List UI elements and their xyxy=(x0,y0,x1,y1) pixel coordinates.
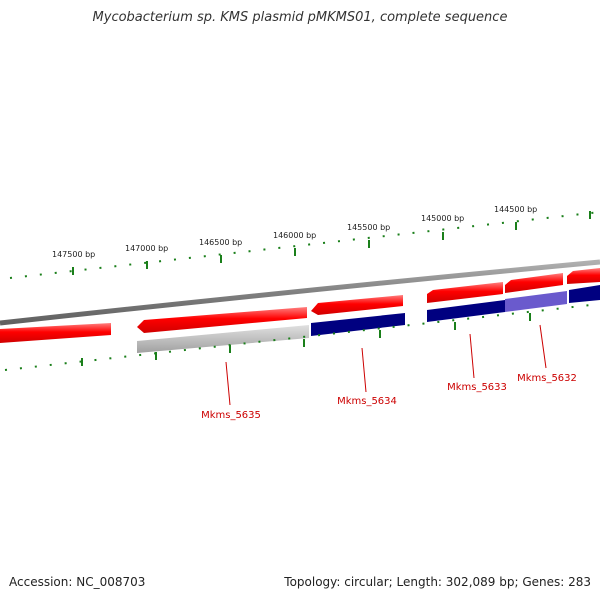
tick-label: 146000 bp xyxy=(273,231,316,240)
leader-line-mkms-5632 xyxy=(539,324,547,369)
sequence-summary: Topology: circular; Length: 302,089 bp; … xyxy=(284,575,591,589)
gene-label-mkms-5634[interactable]: Mkms_5634 xyxy=(337,396,397,407)
tick-label: 145500 bp xyxy=(347,223,390,232)
gene-features xyxy=(137,285,600,353)
cds-arrow xyxy=(137,307,307,333)
leader-line-mkms-5633 xyxy=(469,333,475,379)
gene-mkms-5634-box xyxy=(311,313,405,336)
gene-mkms-5633-box xyxy=(427,300,505,322)
forward-strand-features xyxy=(0,268,600,343)
map-title: Mycobacterium sp. KMS plasmid pMKMS01, c… xyxy=(92,10,508,25)
gene-label-mkms-5632[interactable]: Mkms_5632 xyxy=(517,373,577,384)
cds-arrow xyxy=(505,273,563,293)
tick-label: 146500 bp xyxy=(199,238,242,247)
gene-mkms-5632-box xyxy=(505,291,567,312)
plasmid-backbone xyxy=(0,259,600,326)
tick-label: 147000 bp xyxy=(125,244,168,253)
cds-arrow xyxy=(311,295,403,315)
top-tick-row xyxy=(9,211,600,279)
bottom-tick-row xyxy=(4,303,600,371)
gene-label-mkms-5635[interactable]: Mkms_5635 xyxy=(201,410,261,421)
gene-box xyxy=(569,285,600,303)
cds-arrow xyxy=(567,268,600,284)
accession-text: Accession: NC_008703 xyxy=(9,575,146,589)
leader-line-mkms-5635 xyxy=(225,361,231,406)
leader-line-mkms-5634 xyxy=(361,347,367,393)
major-ticks-bottom xyxy=(81,313,531,366)
tick-labels: 147500 bp 147000 bp 146500 bp 146000 bp … xyxy=(52,205,537,259)
gene-labels: Mkms_5635 Mkms_5634 Mkms_5633 Mkms_5632 xyxy=(201,373,577,421)
tick-label: 147500 bp xyxy=(52,250,95,259)
tick-label: 145000 bp xyxy=(421,214,464,223)
cds-arrow xyxy=(427,282,503,303)
cds-arrow xyxy=(0,323,111,343)
tick-label: 144500 bp xyxy=(494,205,537,214)
gene-label-mkms-5633[interactable]: Mkms_5633 xyxy=(447,382,507,393)
gene-mkms-5635-box xyxy=(137,325,309,353)
gene-leader-lines xyxy=(225,324,547,406)
major-ticks-top xyxy=(72,211,591,275)
